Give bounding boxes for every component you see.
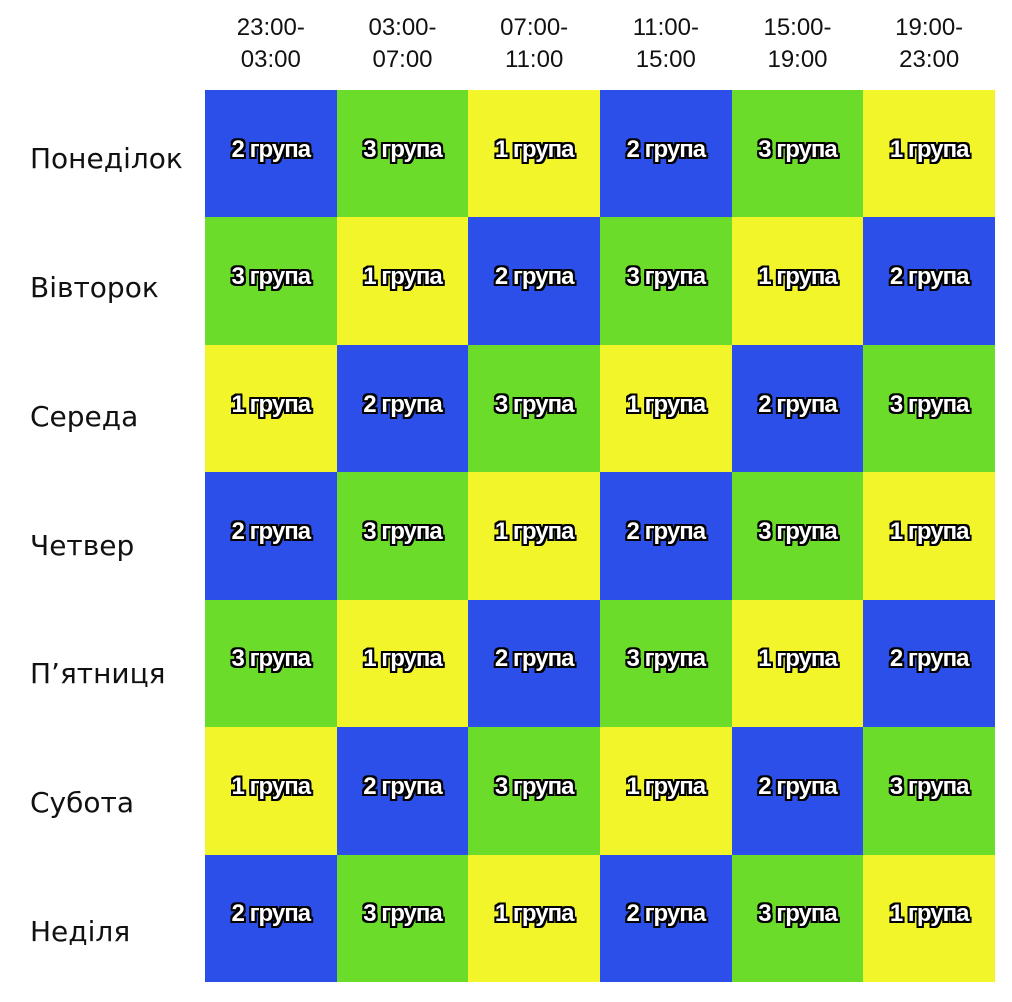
group-label: 1 група [494,900,575,928]
group-label: 1 група [626,390,707,418]
column-header: 03:00-07:00 [368,14,437,73]
group-label: 3 група [363,900,443,928]
group-label: 2 група [494,263,575,291]
schedule-cell: 3 група [600,599,732,728]
group-label: 3 група [758,135,838,163]
schedule-cell: 2 група [468,217,600,345]
schedule-cell: 2 група [205,90,337,218]
schedule-cell: 2 група [731,727,864,855]
schedule-cell: 3 група [863,344,995,473]
schedule-cell: 2 група [205,472,337,600]
column-header: 07:00-11:00 [500,14,569,73]
group-label: 2 група [626,135,707,163]
group-label: 3 група [494,772,575,800]
schedule-cell: 2 група [468,599,600,728]
column-header: 19:00-23:00 [895,14,964,73]
group-label: 1 група [758,263,838,291]
schedule-cell: 1 група [863,472,995,600]
schedule-cell: 3 група [468,344,600,473]
group-label: 1 група [231,390,312,418]
group-label: 2 група [231,517,312,545]
column-header: 15:00-19:00 [763,14,832,73]
group-label: 3 група [231,645,312,673]
schedule-cell: 2 група [863,217,995,345]
day-label: Вівторок [30,270,159,304]
day-label: Середа [30,399,139,433]
schedule-cell: 3 група [336,90,469,218]
schedule-cell: 3 група [731,472,864,600]
schedule-cell: 3 група [205,217,337,345]
day-label: Субота [30,786,134,820]
column-header: 23:00-03:00 [236,14,305,73]
group-label: 1 група [758,645,838,673]
group-label: 3 група [626,263,707,291]
day-label: Неділя [30,915,131,949]
group-label: 3 група [626,645,707,673]
schedule-cell: 1 група [600,727,732,855]
schedule-cell: 1 група [468,90,600,218]
schedule-cell: 1 група [336,217,469,345]
group-label: 3 група [758,517,838,545]
schedule-cell: 1 група [468,854,600,982]
group-label: 1 група [626,772,707,800]
schedule-cell: 1 група [205,344,337,473]
group-label: 2 група [231,900,312,928]
schedule-cell: 2 група [205,854,337,982]
group-label: 3 група [889,772,970,800]
group-label: 3 група [231,263,312,291]
schedule-cell: 1 група [731,599,864,728]
schedule-cell: 1 група [863,90,995,218]
schedule-cell: 2 група [600,854,732,982]
group-label: 3 група [758,900,838,928]
schedule-cell: 3 група [600,217,732,345]
schedule-cell: 1 група [205,727,337,855]
schedule-cell: 1 група [863,854,995,982]
day-label: П’ятниця [30,657,166,691]
schedule-cell: 2 група [863,599,995,728]
group-label: 2 група [758,772,838,800]
day-label: Четвер [30,528,135,562]
column-header: 11:00-15:00 [632,14,699,73]
group-label: 2 група [363,772,443,800]
group-label: 2 група [626,900,707,928]
group-label: 2 група [889,645,970,673]
schedule-cell: 1 група [336,599,469,728]
group-label: 2 група [889,263,970,291]
schedule-cell: 3 група [731,854,864,982]
group-label: 1 група [889,135,970,163]
group-label: 3 група [363,517,443,545]
schedule-cell: 1 група [731,217,864,345]
group-label: 3 група [363,135,443,163]
group-label: 1 група [363,645,443,673]
schedule-cell: 3 група [731,90,864,218]
group-label: 1 група [363,263,443,291]
schedule-cell: 2 група [600,90,732,218]
schedule-cell: 1 група [600,344,732,473]
group-label: 1 група [889,517,970,545]
schedule-cell: 2 група [731,344,864,473]
group-label: 1 група [889,900,970,928]
schedule-cell: 2 група [336,727,469,855]
day-label: Понеділок [30,141,183,175]
group-label: 1 група [494,517,575,545]
schedule-cell: 2 група [600,472,732,600]
group-label: 2 група [231,135,312,163]
group-label: 1 група [494,135,575,163]
schedule-cell: 3 група [336,472,469,600]
group-label: 2 група [363,390,443,418]
schedule-cell: 3 група [468,727,600,855]
group-label: 2 група [758,390,838,418]
schedule-cell: 3 група [863,727,995,855]
group-label: 2 група [626,517,707,545]
schedule-cell: 1 група [468,472,600,600]
group-label: 3 група [889,390,970,418]
group-label: 2 група [494,645,575,673]
group-label: 1 група [231,772,312,800]
group-label: 3 група [494,390,575,418]
schedule-cell: 3 група [336,854,469,982]
schedule-cell: 2 група [336,344,469,473]
schedule-cell: 3 група [205,599,337,728]
